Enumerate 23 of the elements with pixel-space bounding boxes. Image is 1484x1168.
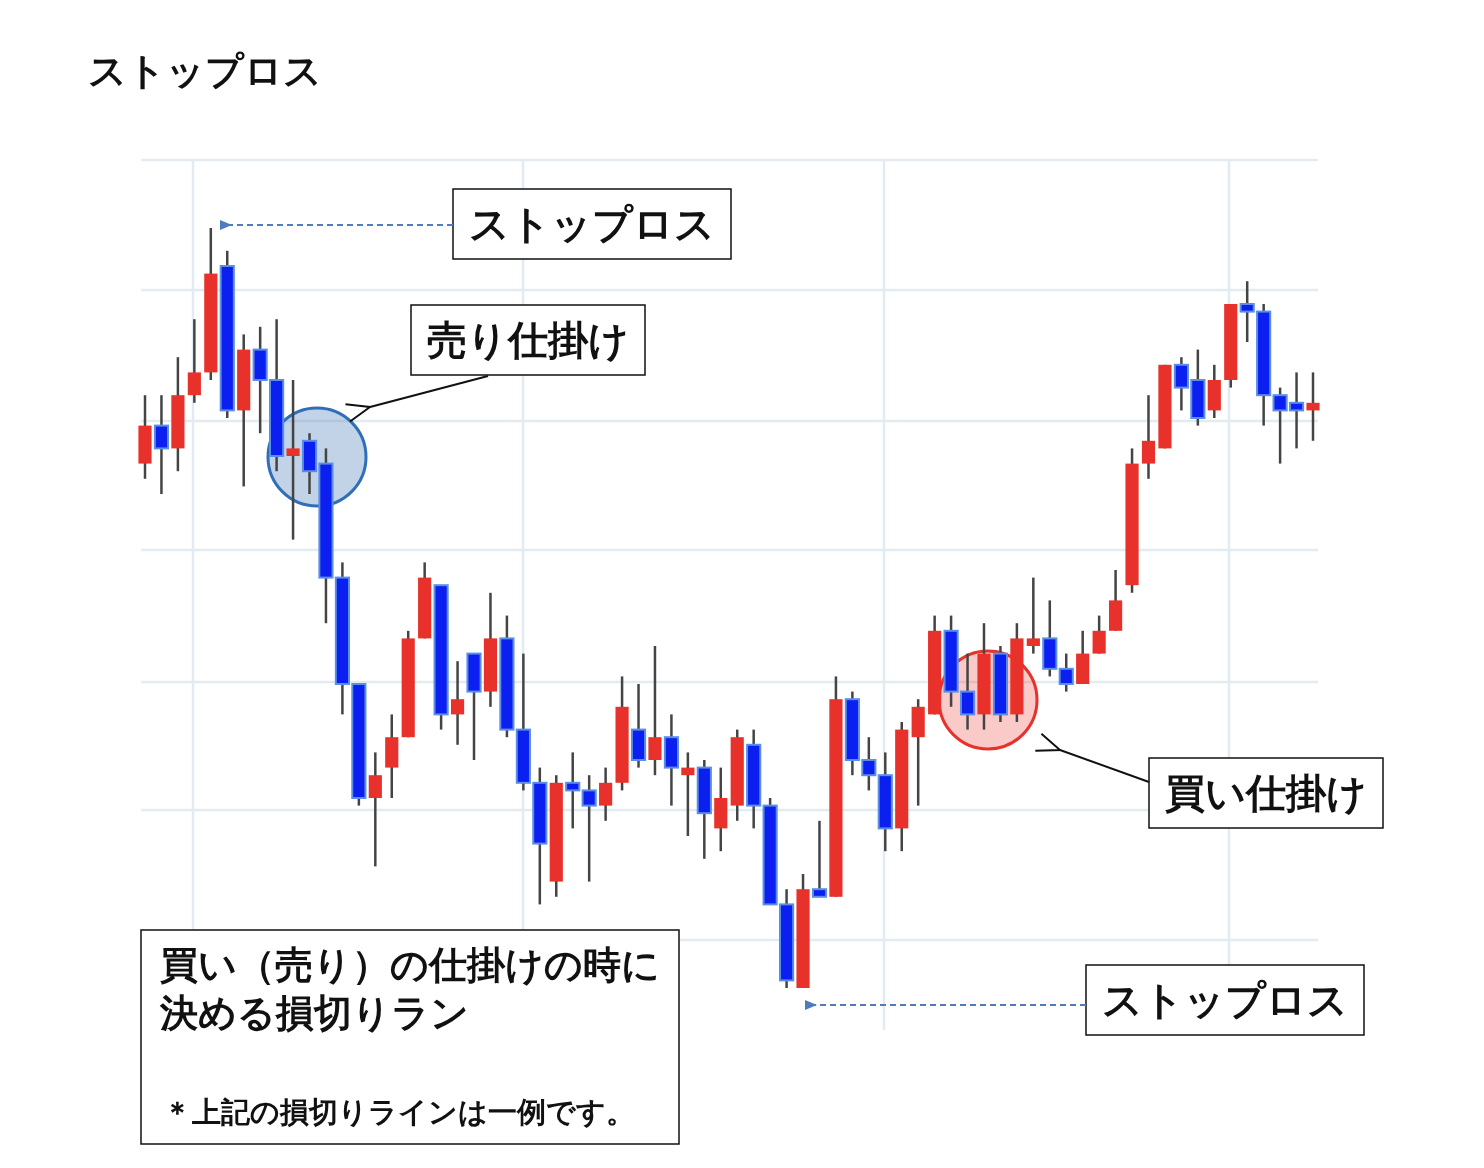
candlestick: [286, 378, 300, 541]
annotation: 売り仕掛け: [427, 318, 629, 364]
candlestick: [1092, 614, 1106, 655]
annotation: 買い（売り）の仕掛けの時に決める損切りラン: [159, 944, 660, 1034]
candlestick: [648, 644, 662, 777]
candlestick: [153, 393, 170, 496]
candlestick: [187, 317, 201, 405]
annotation: 買い仕掛け: [1165, 771, 1367, 817]
candlestick: [1058, 652, 1074, 693]
candlestick: [450, 659, 465, 747]
candlestick: [1026, 576, 1040, 655]
candlestick: [565, 751, 581, 830]
candlestick: [368, 751, 382, 868]
candlestick: [581, 773, 597, 883]
candlestick: [681, 751, 695, 838]
candlestick: [811, 819, 828, 899]
text: ＊上記の損切りラインは一例です。: [163, 1096, 635, 1128]
candlestick: [1141, 393, 1156, 481]
chart-title: ストップロス: [88, 50, 322, 92]
annotation: ストップロス: [469, 202, 715, 247]
candlestick: [1306, 371, 1320, 443]
annotation: ストップロス: [1102, 978, 1348, 1023]
candlestick: [599, 766, 613, 823]
